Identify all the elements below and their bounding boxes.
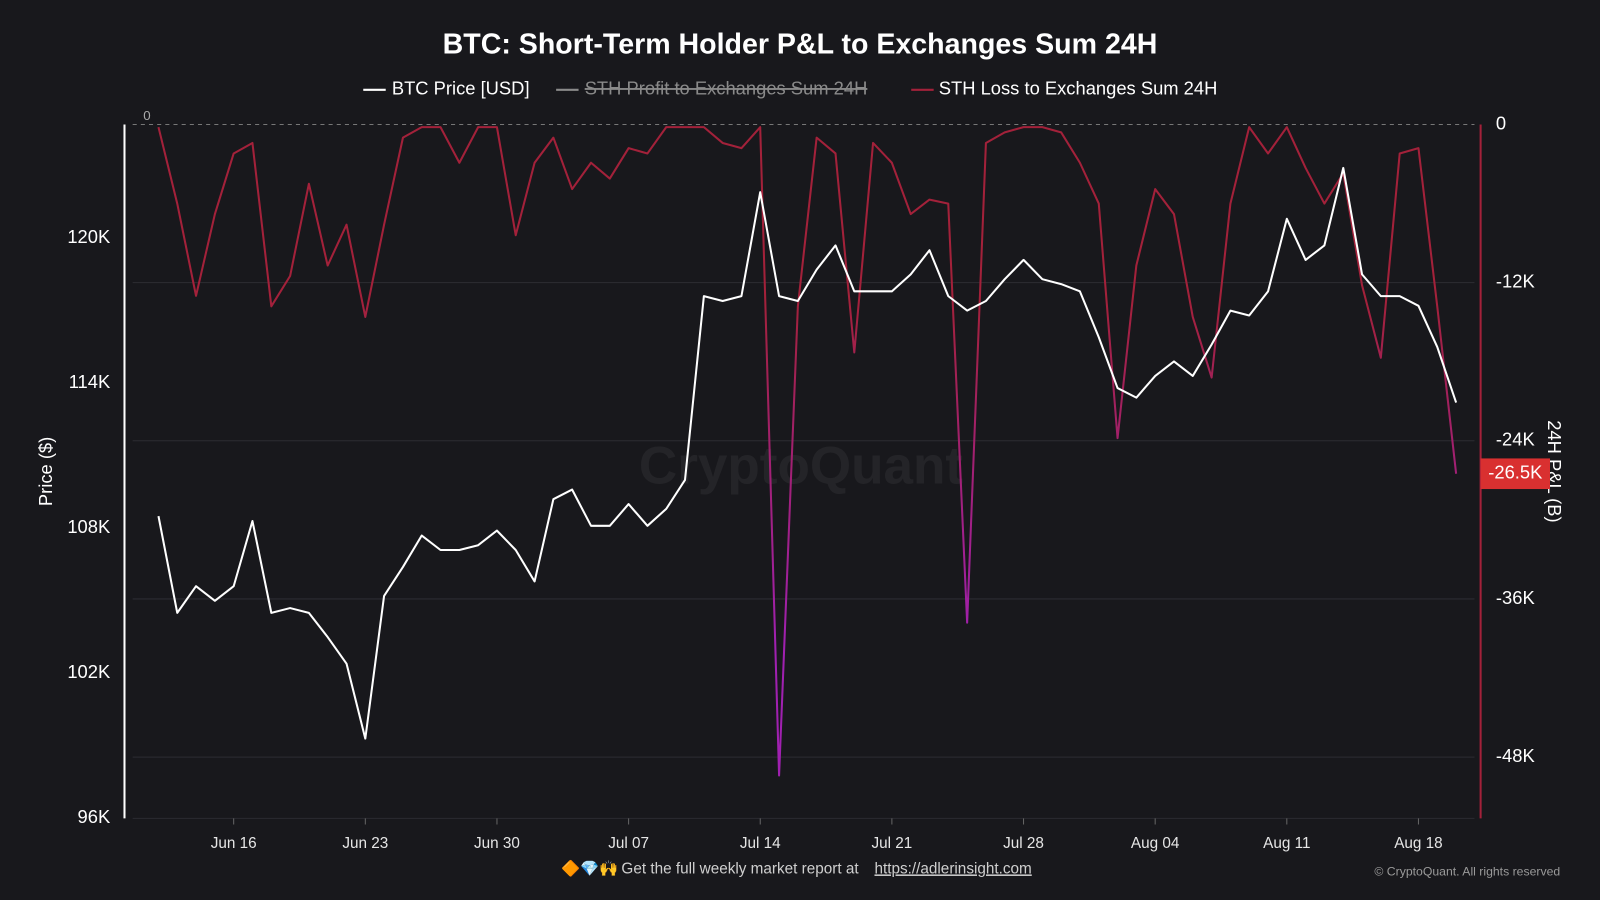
zero-line-label: 0 — [143, 108, 150, 123]
series-line — [157, 166, 1458, 740]
legend-label[interactable]: BTC Price [USD] — [392, 78, 530, 99]
x-tick-label: Jul 28 — [1003, 835, 1044, 852]
footer-link[interactable]: https://adlerinsight.com — [874, 860, 1031, 877]
copyright: © CryptoQuant. All rights reserved — [1374, 865, 1560, 879]
x-tick-label: Aug 18 — [1394, 835, 1442, 852]
y2-tick-label: 0 — [1496, 112, 1506, 133]
y2-tick-label: -24K — [1496, 429, 1536, 450]
y-tick-label: 108K — [67, 516, 111, 537]
y2-tick-label: -12K — [1496, 270, 1536, 291]
legend-label[interactable]: STH Profit to Exchanges Sum 24H — [585, 78, 868, 99]
last-value-badge — [1480, 458, 1550, 490]
footer-icons: 🔶💎🙌 — [561, 859, 618, 877]
x-tick-label: Jul 14 — [740, 835, 781, 852]
x-tick-label: Jun 16 — [211, 835, 257, 852]
legend-label[interactable]: STH Loss to Exchanges Sum 24H — [939, 78, 1218, 99]
y-tick-label: 96K — [78, 806, 111, 827]
chart-title: BTC: Short-Term Holder P&L to Exchanges … — [443, 28, 1158, 60]
y-axis-label: Price ($) — [35, 437, 56, 506]
x-tick-label: Jun 23 — [342, 835, 388, 852]
x-tick-label: Jul 21 — [871, 835, 912, 852]
x-tick-label: Jul 07 — [608, 835, 649, 852]
watermark: CryptoQuant — [639, 436, 963, 495]
y-tick-label: 120K — [67, 226, 111, 247]
y2-tick-label: -36K — [1496, 587, 1536, 608]
x-tick-label: Aug 11 — [1263, 835, 1310, 852]
x-tick-label: Jun 30 — [474, 835, 520, 852]
y-tick-label: 114K — [69, 371, 111, 392]
series-line — [157, 126, 1458, 777]
y2-axis-label: 24H P&L (B) — [1544, 420, 1565, 522]
x-tick-label: Aug 04 — [1131, 835, 1180, 852]
y2-tick-label: -48K — [1496, 745, 1536, 766]
y-tick-label: 102K — [67, 661, 111, 682]
last-value-label: -26.5K — [1488, 462, 1543, 483]
footer-text: Get the full weekly market report at — [621, 860, 859, 877]
